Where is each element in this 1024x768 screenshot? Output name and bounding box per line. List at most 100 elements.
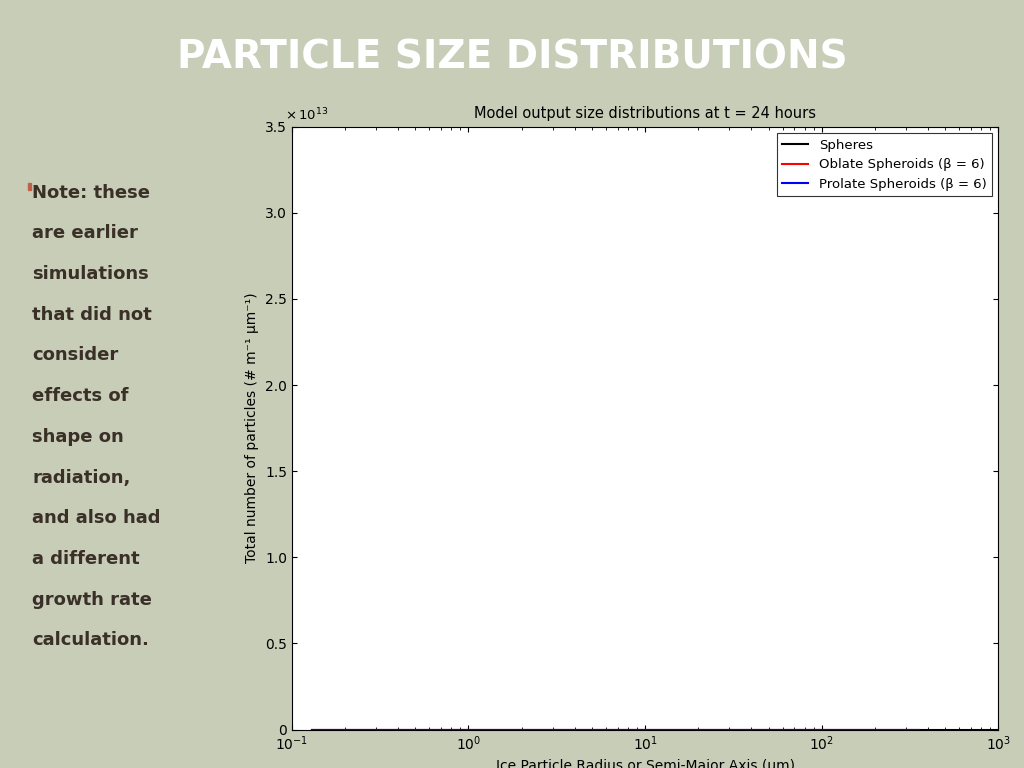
Spheres — [542, 725, 554, 734]
Text: calculation.: calculation. — [32, 631, 150, 650]
Prolate Spheroids (β = 6) — [612, 725, 625, 734]
Prolate Spheroids (β = 6) — [630, 725, 642, 734]
X-axis label: Ice Particle Radius or Semi-Major Axis (μm): Ice Particle Radius or Semi-Major Axis (… — [496, 759, 795, 768]
Prolate Spheroids (β = 6) — [754, 725, 766, 734]
Spheres — [842, 725, 854, 734]
Text: $\times\,10^{13}$: $\times\,10^{13}$ — [285, 107, 328, 124]
Text: effects of: effects of — [32, 387, 129, 406]
Prolate Spheroids (β = 6) — [895, 725, 907, 734]
Oblate Spheroids (β = 6) — [860, 725, 872, 734]
Prolate Spheroids (β = 6) — [860, 725, 872, 734]
Oblate Spheroids (β = 6) — [471, 725, 483, 734]
Spheres — [771, 725, 783, 734]
Oblate Spheroids (β = 6) — [559, 725, 571, 734]
Spheres — [683, 725, 695, 734]
Spheres — [454, 725, 466, 734]
Text: a different: a different — [32, 550, 139, 568]
Prolate Spheroids (β = 6) — [807, 725, 819, 734]
Spheres — [895, 725, 907, 734]
Spheres — [524, 725, 537, 734]
Prolate Spheroids (β = 6) — [683, 725, 695, 734]
Prolate Spheroids (β = 6) — [542, 725, 554, 734]
Legend: Spheres, Oblate Spheroids (β = 6), Prolate Spheroids (β = 6): Spheres, Oblate Spheroids (β = 6), Prola… — [776, 134, 992, 196]
Oblate Spheroids (β = 6) — [666, 725, 678, 734]
Spheres — [983, 725, 995, 734]
Spheres — [595, 725, 607, 734]
Text: and also had: and also had — [32, 509, 161, 528]
Bar — [28, 183, 32, 190]
Prolate Spheroids (β = 6) — [648, 725, 660, 734]
Prolate Spheroids (β = 6) — [878, 725, 890, 734]
Spheres — [754, 725, 766, 734]
Prolate Spheroids (β = 6) — [912, 725, 925, 734]
Text: PARTICLE SIZE DISTRIBUTIONS: PARTICLE SIZE DISTRIBUTIONS — [177, 39, 847, 77]
Oblate Spheroids (β = 6) — [771, 725, 783, 734]
Oblate Spheroids (β = 6) — [719, 725, 731, 734]
Spheres — [471, 725, 483, 734]
Spheres — [401, 725, 414, 734]
Oblate Spheroids (β = 6) — [524, 725, 537, 734]
Title: Model output size distributions at t = 24 hours: Model output size distributions at t = 2… — [474, 107, 816, 121]
Spheres — [719, 725, 731, 734]
Spheres — [488, 725, 501, 734]
Spheres — [436, 725, 449, 734]
Oblate Spheroids (β = 6) — [418, 725, 430, 734]
Oblate Spheroids (β = 6) — [578, 725, 590, 734]
Oblate Spheroids (β = 6) — [612, 725, 625, 734]
Prolate Spheroids (β = 6) — [824, 725, 837, 734]
Prolate Spheroids (β = 6) — [771, 725, 783, 734]
Text: that did not: that did not — [32, 306, 152, 324]
Prolate Spheroids (β = 6) — [790, 725, 802, 734]
Oblate Spheroids (β = 6) — [878, 725, 890, 734]
Text: consider: consider — [32, 346, 119, 365]
Oblate Spheroids (β = 6) — [790, 725, 802, 734]
Spheres — [700, 725, 713, 734]
Spheres — [736, 725, 749, 734]
Spheres — [878, 725, 890, 734]
Text: are earlier: are earlier — [32, 224, 138, 242]
Spheres — [559, 725, 571, 734]
Prolate Spheroids (β = 6) — [578, 725, 590, 734]
Oblate Spheroids (β = 6) — [306, 725, 318, 734]
Oblate Spheroids (β = 6) — [700, 725, 713, 734]
Prolate Spheroids (β = 6) — [842, 725, 854, 734]
Text: Note: these: Note: these — [32, 184, 151, 201]
Spheres — [612, 725, 625, 734]
Spheres — [824, 725, 837, 734]
Text: simulations: simulations — [32, 265, 148, 283]
Prolate Spheroids (β = 6) — [595, 725, 607, 734]
Prolate Spheroids (β = 6) — [666, 725, 678, 734]
Spheres — [860, 725, 872, 734]
Oblate Spheroids (β = 6) — [648, 725, 660, 734]
Prolate Spheroids (β = 6) — [559, 725, 571, 734]
Spheres — [790, 725, 802, 734]
Oblate Spheroids (β = 6) — [683, 725, 695, 734]
Prolate Spheroids (β = 6) — [719, 725, 731, 734]
Oblate Spheroids (β = 6) — [895, 725, 907, 734]
Prolate Spheroids (β = 6) — [700, 725, 713, 734]
Spheres — [630, 725, 642, 734]
Text: growth rate: growth rate — [32, 591, 152, 609]
Spheres — [931, 725, 943, 734]
Spheres — [948, 725, 961, 734]
Oblate Spheroids (β = 6) — [754, 725, 766, 734]
Spheres — [331, 725, 343, 734]
Spheres — [418, 725, 430, 734]
Spheres — [1001, 725, 1014, 734]
Spheres — [346, 725, 358, 734]
Spheres — [666, 725, 678, 734]
Spheres — [966, 725, 978, 734]
Oblate Spheroids (β = 6) — [595, 725, 607, 734]
Y-axis label: Total number of particles (# m⁻¹ μm⁻¹): Total number of particles (# m⁻¹ μm⁻¹) — [246, 293, 259, 564]
Oblate Spheroids (β = 6) — [736, 725, 749, 734]
Prolate Spheroids (β = 6) — [507, 725, 519, 734]
Oblate Spheroids (β = 6) — [842, 725, 854, 734]
Oblate Spheroids (β = 6) — [912, 725, 925, 734]
Text: radiation,: radiation, — [32, 468, 130, 487]
Oblate Spheroids (β = 6) — [507, 725, 519, 734]
Spheres — [807, 725, 819, 734]
Spheres — [648, 725, 660, 734]
Oblate Spheroids (β = 6) — [824, 725, 837, 734]
Prolate Spheroids (β = 6) — [306, 725, 318, 734]
Spheres — [382, 725, 394, 734]
